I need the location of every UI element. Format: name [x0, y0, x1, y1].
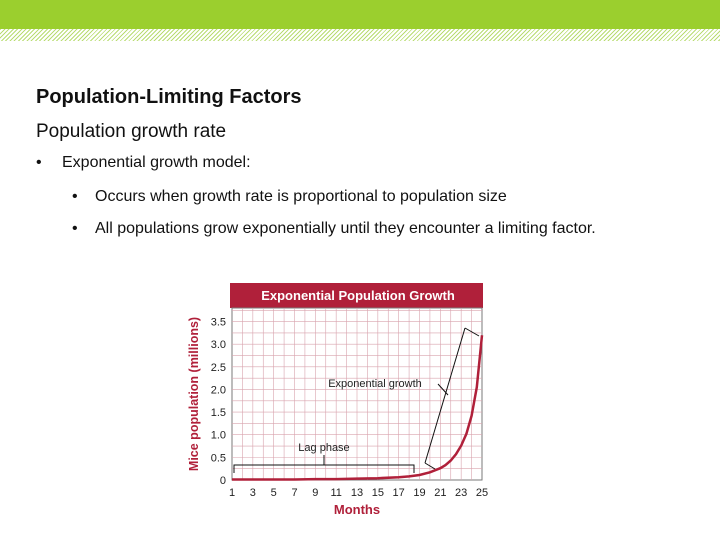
y-tick-label: 0.5: [211, 452, 226, 464]
population-curve: [232, 335, 484, 481]
annotation-line: [464, 327, 480, 337]
exponential-growth-chart: Exponential Population Growth 1 3 5 7 9 11 13 1…: [187, 283, 488, 517]
x-axis-label: Months: [334, 502, 380, 517]
grid-lines: [232, 308, 482, 480]
y-tick-label: 0: [220, 475, 226, 487]
y-tick-label: 1.5: [211, 407, 226, 419]
x-tick-label: 25: [476, 487, 488, 499]
y-tick-label: 2.5: [211, 362, 226, 374]
tick-labels: 1 3 5 7 9 11 13 15 17 19 21 23 2500.51.01.52.02.53.0…: [211, 317, 488, 499]
x-tick-label: 5: [271, 487, 277, 499]
x-tick-label: 3: [250, 487, 256, 499]
bullet-symbol: •: [72, 188, 78, 205]
bullet-symbol: •: [72, 220, 78, 237]
bullet-text: Occurs when growth rate is proportional …: [95, 188, 507, 205]
x-tick-label: 17: [393, 487, 405, 499]
y-tick-label: 2.0: [211, 384, 226, 396]
y-axis-label: Mice population (millions): [187, 317, 201, 471]
y-tick-label: 3.5: [211, 317, 226, 329]
annotation-lag-phase: Lag phase: [298, 442, 349, 454]
chart-title-bar: [230, 283, 483, 308]
y-tick-label: 3.0: [211, 339, 226, 351]
x-tick-label: 21: [434, 487, 446, 499]
annotation-line: [424, 462, 436, 470]
header-hatch-decoration: [0, 29, 720, 41]
annotations: Exponential growth Lag phase: [233, 327, 480, 473]
chart-title: Exponential Population Growth: [261, 288, 455, 303]
x-tick-label: 13: [351, 487, 363, 499]
y-tick-label: 1.0: [211, 430, 226, 442]
header-band: [0, 0, 720, 29]
x-tick-label: 19: [413, 487, 425, 499]
bullet-text: Exponential growth model:: [62, 154, 251, 171]
x-tick-label: 23: [455, 487, 467, 499]
x-tick-label: 1: [229, 487, 235, 499]
slide-subtitle: Population growth rate: [36, 121, 227, 142]
annotation-line: [424, 327, 466, 464]
x-tick-label: 11: [330, 487, 341, 499]
x-tick-label: 7: [291, 487, 297, 499]
x-tick-label: 9: [312, 487, 318, 499]
bullet-symbol: •: [36, 154, 42, 171]
annotation-line: [437, 383, 449, 396]
slide-title: Population-Limiting Factors: [36, 86, 302, 108]
x-tick-label: 15: [372, 487, 384, 499]
annotation-exponential-growth: Exponential growth: [328, 378, 422, 390]
bullet-text: All populations grow exponentially until…: [95, 220, 596, 237]
